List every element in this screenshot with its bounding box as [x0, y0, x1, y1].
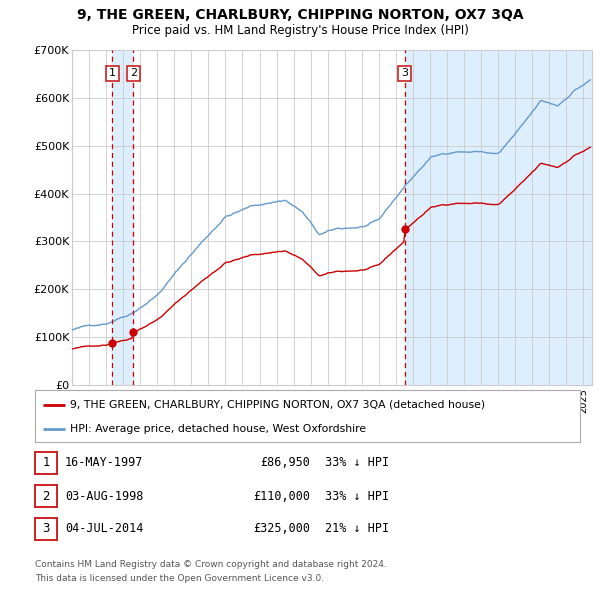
Text: 2: 2	[42, 490, 50, 503]
Text: 1: 1	[109, 68, 116, 78]
Bar	[404, 50, 592, 385]
Text: 04-JUL-2014: 04-JUL-2014	[65, 523, 143, 536]
Text: £325,000: £325,000	[253, 523, 310, 536]
Text: 3: 3	[401, 68, 408, 78]
Text: 21% ↓ HPI: 21% ↓ HPI	[325, 523, 389, 536]
Text: HPI: Average price, detached house, West Oxfordshire: HPI: Average price, detached house, West…	[70, 424, 367, 434]
Text: 33% ↓ HPI: 33% ↓ HPI	[325, 490, 389, 503]
Text: 9, THE GREEN, CHARLBURY, CHIPPING NORTON, OX7 3QA (detached house): 9, THE GREEN, CHARLBURY, CHIPPING NORTON…	[70, 399, 485, 409]
Text: 2: 2	[130, 68, 137, 78]
Text: 03-AUG-1998: 03-AUG-1998	[65, 490, 143, 503]
Text: Price paid vs. HM Land Registry's House Price Index (HPI): Price paid vs. HM Land Registry's House …	[131, 24, 469, 37]
Text: 9, THE GREEN, CHARLBURY, CHIPPING NORTON, OX7 3QA: 9, THE GREEN, CHARLBURY, CHIPPING NORTON…	[77, 8, 523, 22]
Text: £86,950: £86,950	[260, 457, 310, 470]
Text: 1: 1	[42, 457, 50, 470]
Text: £110,000: £110,000	[253, 490, 310, 503]
Text: 3: 3	[43, 523, 50, 536]
Text: This data is licensed under the Open Government Licence v3.0.: This data is licensed under the Open Gov…	[35, 574, 324, 583]
Text: 33% ↓ HPI: 33% ↓ HPI	[325, 457, 389, 470]
Text: Contains HM Land Registry data © Crown copyright and database right 2024.: Contains HM Land Registry data © Crown c…	[35, 560, 387, 569]
Text: 16-MAY-1997: 16-MAY-1997	[65, 457, 143, 470]
Bar	[112, 50, 133, 385]
